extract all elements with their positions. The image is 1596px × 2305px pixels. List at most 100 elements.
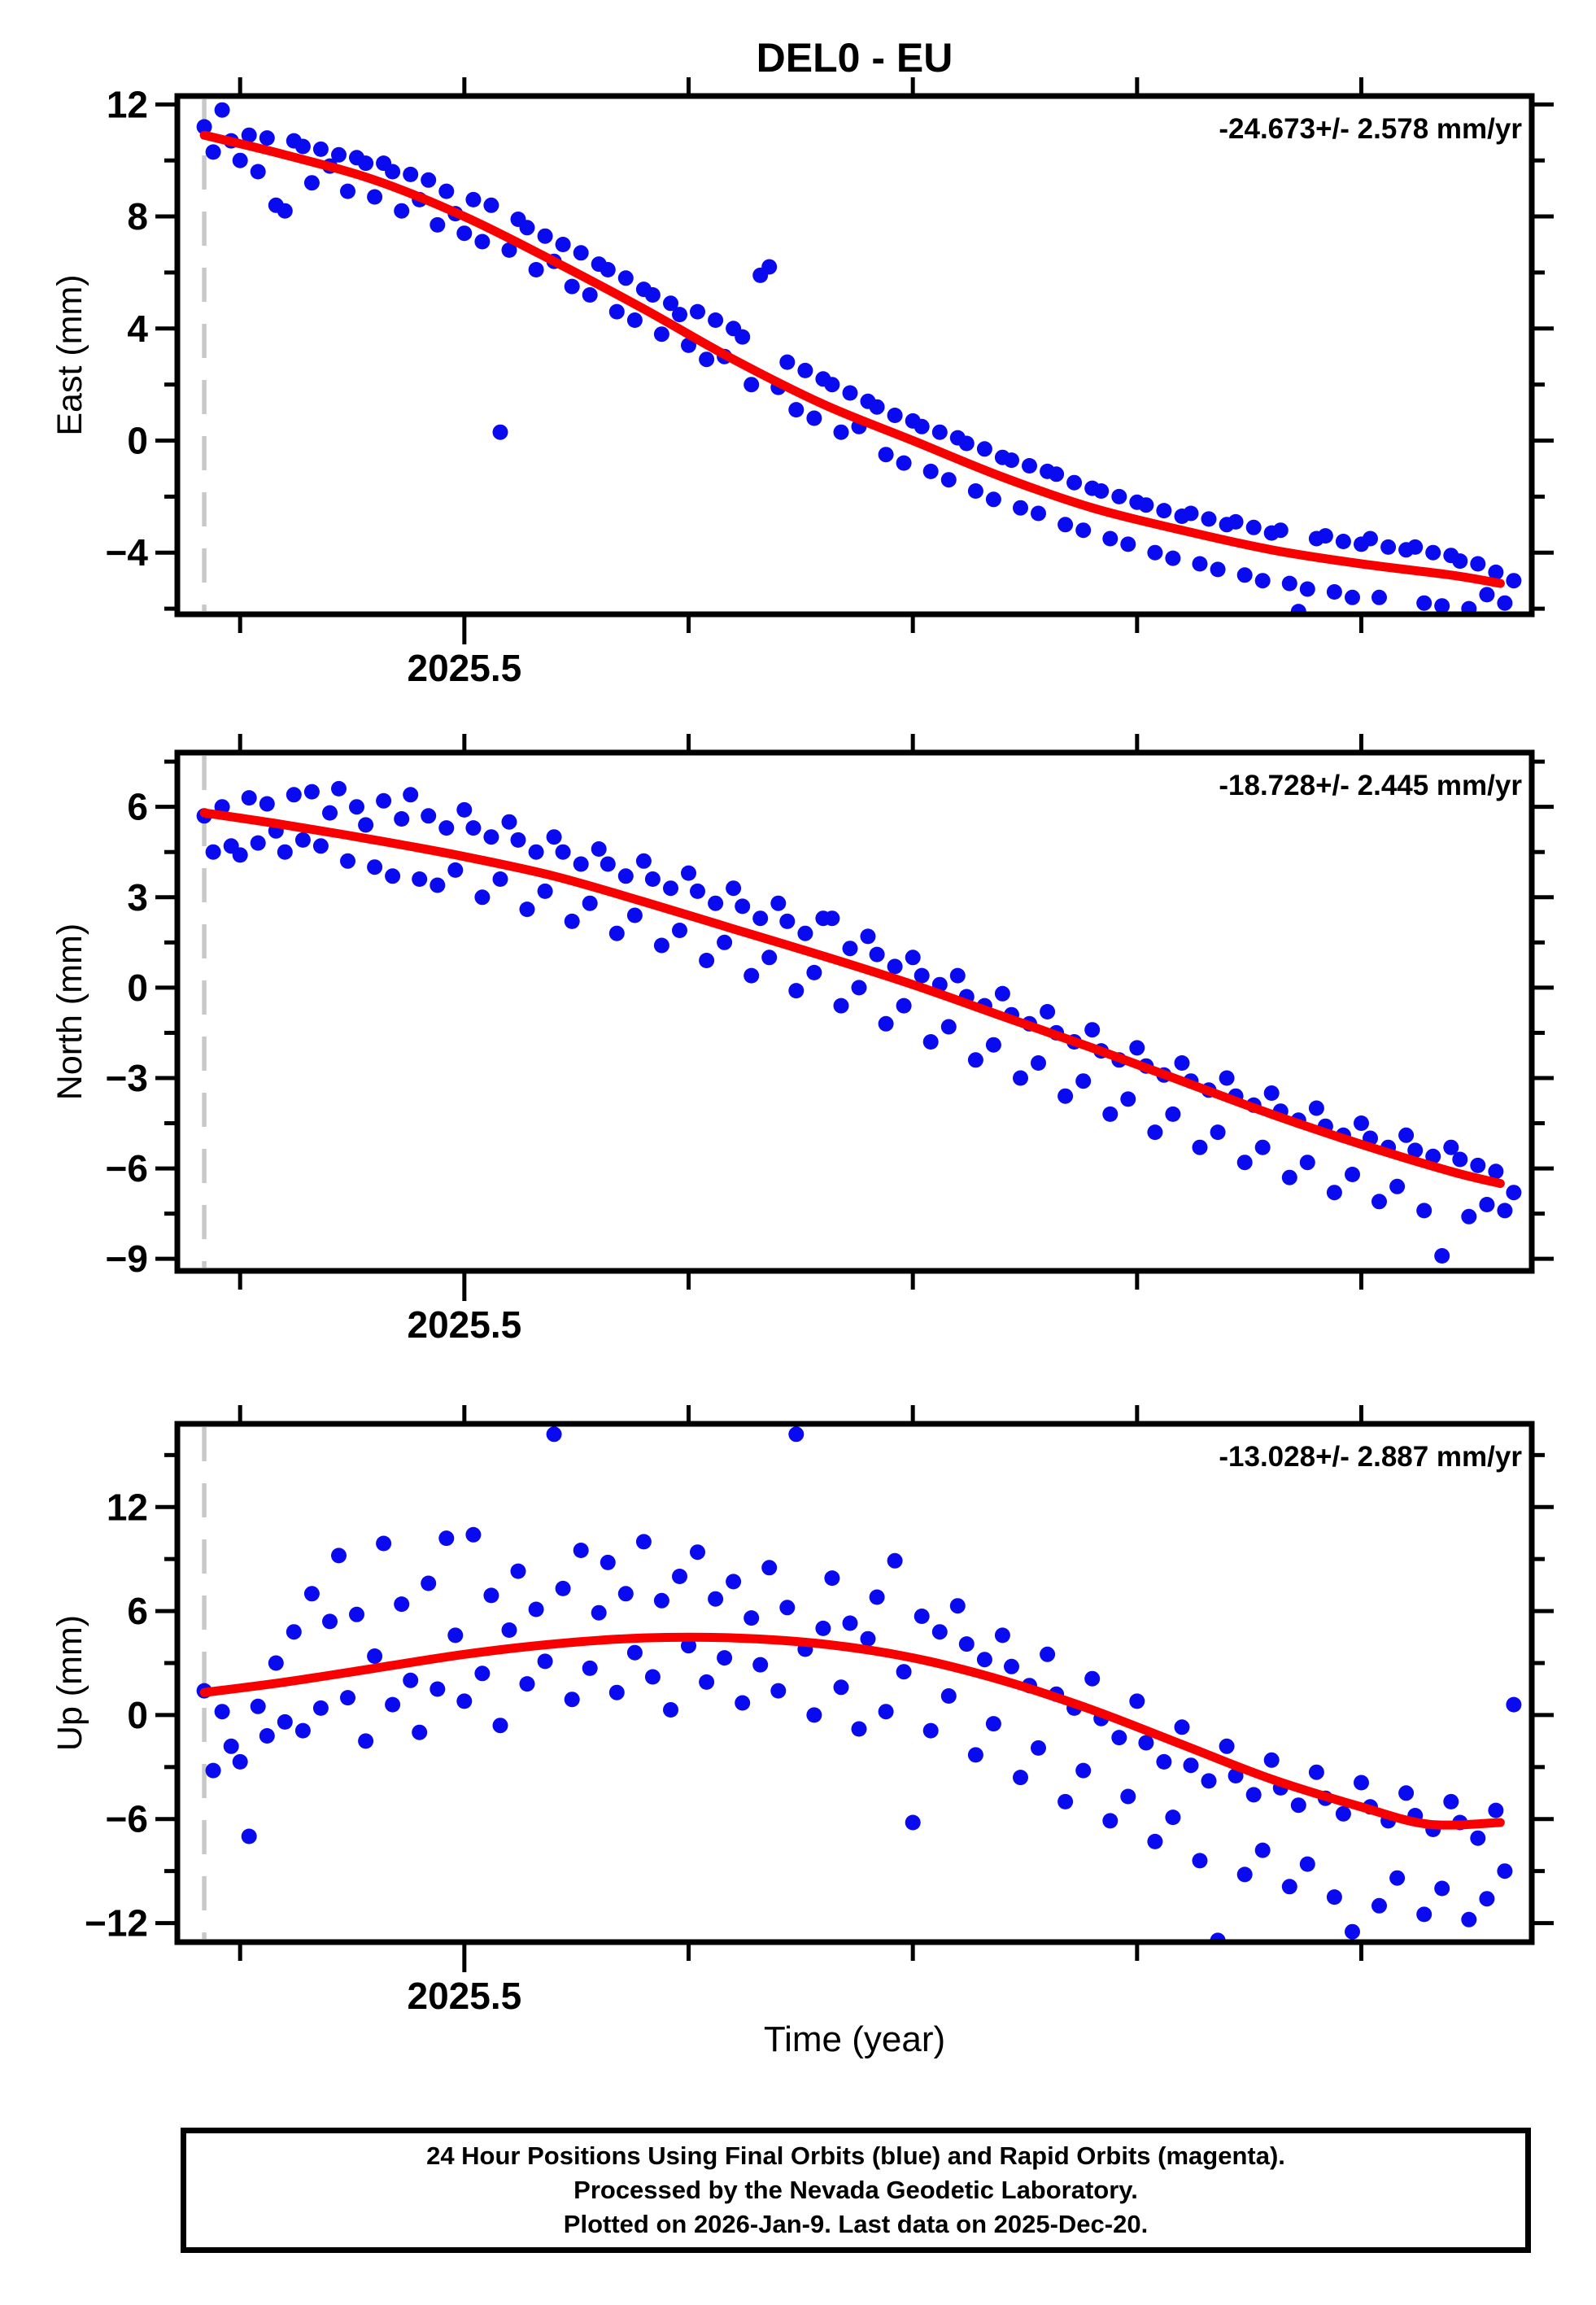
- data-point: [644, 871, 661, 887]
- data-point: [1004, 1658, 1019, 1674]
- data-point: [976, 441, 992, 457]
- data-point: [1192, 1139, 1208, 1155]
- data-point: [1371, 1194, 1387, 1210]
- data-point: [312, 141, 329, 157]
- north-scatter-points: [196, 780, 1522, 1264]
- data-point: [770, 895, 787, 911]
- data-point: [905, 1814, 921, 1831]
- data-point: [1236, 1866, 1253, 1883]
- data-point: [205, 1762, 221, 1779]
- data-point: [663, 880, 678, 897]
- data-point: [1174, 1055, 1190, 1071]
- data-point: [322, 805, 338, 821]
- data-point: [608, 925, 625, 941]
- data-point: [537, 228, 553, 244]
- data-point: [626, 312, 643, 328]
- data-point: [1398, 1127, 1415, 1143]
- data-point: [1452, 553, 1468, 570]
- data-point: [878, 447, 894, 463]
- data-point: [1461, 600, 1477, 614]
- data-point: [1354, 1115, 1369, 1131]
- data-point: [438, 1530, 455, 1547]
- data-point: [492, 424, 508, 440]
- data-point: [1434, 598, 1450, 614]
- up-scatter-points: [196, 1426, 1522, 1942]
- data-point: [842, 385, 858, 401]
- data-point: [1345, 1167, 1360, 1182]
- data-point: [1308, 1100, 1324, 1116]
- data-point: [465, 1526, 482, 1543]
- data-point: [1022, 458, 1037, 474]
- data-point: [1452, 1151, 1468, 1168]
- data-point: [286, 787, 302, 803]
- data-point: [1434, 1248, 1450, 1264]
- data-point: [815, 1620, 831, 1636]
- data-point: [1506, 1696, 1522, 1713]
- data-point: [600, 1554, 616, 1570]
- data-point: [447, 1627, 464, 1644]
- data-point: [1299, 581, 1315, 597]
- data-point: [824, 910, 840, 927]
- data-point: [277, 844, 293, 860]
- data-point: [617, 868, 634, 884]
- data-point: [896, 998, 912, 1014]
- data-point: [555, 844, 571, 860]
- data-point: [672, 923, 687, 938]
- data-point: [1425, 544, 1441, 561]
- data-point: [340, 183, 355, 199]
- data-point: [331, 780, 347, 797]
- data-point: [1281, 575, 1297, 592]
- data-point: [797, 925, 813, 941]
- data-point: [958, 1636, 975, 1652]
- data-point: [1497, 1203, 1513, 1219]
- up-axis-ticks: [155, 1405, 1554, 1972]
- data-point: [573, 1543, 589, 1558]
- up-axis-title: Up (mm): [50, 1615, 89, 1751]
- data-point: [259, 130, 275, 146]
- east-ytick-label: 12: [107, 83, 148, 125]
- data-point: [600, 262, 616, 277]
- data-point: [949, 967, 966, 984]
- data-point: [806, 410, 822, 426]
- data-point: [672, 307, 687, 323]
- data-point: [349, 1606, 364, 1622]
- data-point: [510, 832, 526, 848]
- data-point: [241, 1828, 257, 1844]
- north-ytick-label: −3: [106, 1057, 148, 1099]
- data-point: [483, 829, 499, 845]
- data-point: [887, 1552, 903, 1569]
- data-point: [483, 1587, 499, 1604]
- data-point: [752, 1657, 769, 1673]
- data-point: [582, 1660, 598, 1676]
- data-point: [331, 1548, 347, 1564]
- data-point: [985, 491, 1001, 508]
- data-point: [456, 1693, 473, 1709]
- east-trend-line: [199, 130, 1505, 588]
- data-point: [1210, 561, 1226, 578]
- data-point: [430, 1681, 446, 1697]
- data-point: [896, 455, 912, 471]
- data-point: [528, 844, 544, 860]
- data-point: [1488, 564, 1504, 580]
- north-ytick-label: 0: [127, 967, 148, 1009]
- data-point: [1299, 1856, 1315, 1872]
- data-point: [591, 1604, 607, 1621]
- data-point: [806, 1707, 822, 1723]
- data-point: [1120, 1788, 1136, 1805]
- data-point: [1254, 1842, 1271, 1858]
- data-point: [1506, 573, 1522, 589]
- data-point: [546, 829, 562, 845]
- data-point: [447, 862, 464, 878]
- data-point: [1363, 530, 1378, 547]
- east-ytick-label: 8: [127, 195, 148, 238]
- data-point: [1111, 1730, 1127, 1746]
- data-point: [735, 1695, 751, 1711]
- data-point: [1084, 1670, 1101, 1687]
- data-point: [699, 953, 715, 968]
- data-point: [421, 172, 437, 188]
- data-point: [430, 877, 446, 893]
- east-axis-ticks: [155, 77, 1554, 644]
- data-point: [1407, 1142, 1424, 1159]
- data-point: [1345, 589, 1360, 605]
